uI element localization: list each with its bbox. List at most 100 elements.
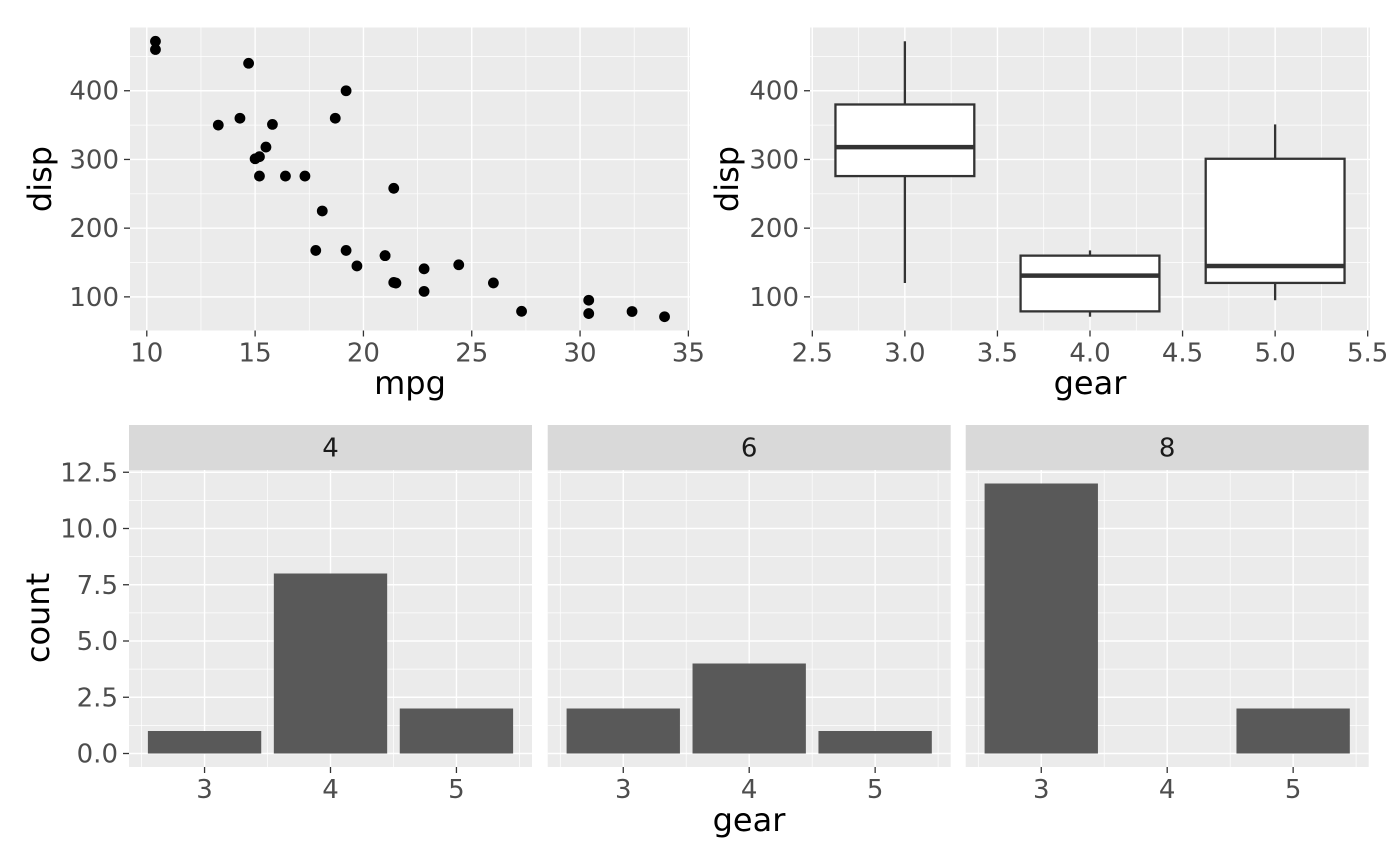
data-point xyxy=(453,259,465,271)
facet-strip xyxy=(965,425,1369,470)
data-point xyxy=(150,44,161,55)
data-point xyxy=(418,263,430,275)
tick-label: 200 xyxy=(69,214,119,244)
data-point xyxy=(418,285,430,297)
data-point xyxy=(212,119,224,131)
tick-label: 20 xyxy=(347,339,380,369)
tick-label: 4 xyxy=(322,775,339,805)
facet-bar-y-axis-title: count xyxy=(19,572,57,664)
tick-label: 12.5 xyxy=(60,458,118,488)
tick-label: 5 xyxy=(1285,775,1302,805)
bars xyxy=(566,663,932,754)
data-point xyxy=(351,260,363,272)
bar-gear-4 xyxy=(273,573,388,754)
scatter-x-axis-title: mpg xyxy=(374,364,446,402)
scatter-plot: 10 15 20 25 30 35 100 200 300 400 xyxy=(69,27,705,369)
tick-label: 4.0 xyxy=(1069,339,1110,369)
tick-label: 100 xyxy=(749,283,799,313)
data-point xyxy=(316,205,328,217)
facet-bar-chart: 4 3 4 5 0.0 2.5 5.0 7.5 10.0 12.5 6 3 4 5 8 3 4 5 xyxy=(60,425,1369,805)
y-axis: 0.0 2.5 5.0 7.5 10.0 12.5 xyxy=(60,458,129,770)
facet-strip-label: 4 xyxy=(322,434,339,464)
tick-label: 400 xyxy=(69,77,119,107)
data-point xyxy=(260,141,272,153)
bar-gear-5 xyxy=(1236,708,1350,754)
data-point xyxy=(340,245,352,256)
tick-label: 4.5 xyxy=(1162,339,1203,369)
bar-gear-5 xyxy=(399,708,514,754)
x-axis: 3 4 5 xyxy=(1033,767,1301,805)
tick-label: 400 xyxy=(749,77,799,107)
grid-minor xyxy=(130,27,690,331)
tick-label: 15 xyxy=(239,339,272,369)
tick-label: 3 xyxy=(615,775,632,805)
tick-label: 4 xyxy=(1159,775,1176,805)
data-point xyxy=(329,112,341,124)
tick-label: 200 xyxy=(749,214,799,244)
bar-gear-3 xyxy=(984,483,1098,754)
tick-label: 30 xyxy=(564,339,597,369)
bar-gear-3 xyxy=(147,731,262,754)
bars xyxy=(147,573,514,754)
data-point xyxy=(299,170,311,182)
data-point xyxy=(659,311,670,323)
boxplot-x-axis-title: gear xyxy=(1053,364,1127,402)
iqr-box xyxy=(1204,157,1346,285)
tick-label: 4 xyxy=(741,775,758,805)
bar-gear-3 xyxy=(566,708,680,754)
data-point xyxy=(267,119,278,130)
data-point xyxy=(243,57,255,69)
data-point xyxy=(249,153,261,165)
box-gear-5 xyxy=(1204,124,1346,301)
data-point xyxy=(583,308,595,319)
data-point xyxy=(340,85,352,97)
tick-label: 300 xyxy=(69,145,119,175)
data-point xyxy=(150,35,161,47)
tick-label: 10.0 xyxy=(60,515,118,545)
box-gear-4 xyxy=(1019,250,1161,317)
scatter-y-axis-title: disp xyxy=(21,145,59,213)
data-point xyxy=(388,277,400,288)
bar-gear-4 xyxy=(692,663,806,754)
data-point xyxy=(516,305,527,317)
data-point xyxy=(583,294,595,306)
tick-label: 5.5 xyxy=(1347,339,1388,369)
facet-panel-cyl-8: 8 3 4 5 xyxy=(965,425,1369,805)
x-axis: 2.5 3.0 3.5 4.0 4.5 5.0 5.5 xyxy=(792,330,1388,369)
facet-panel-cyl-4: 4 3 4 5 0.0 2.5 5.0 7.5 10.0 12.5 xyxy=(60,425,532,805)
data-point xyxy=(234,112,246,124)
facet-strip-label: 6 xyxy=(741,434,758,464)
data-point xyxy=(488,277,499,289)
tick-label: 7.5 xyxy=(77,571,118,601)
data-point xyxy=(280,170,291,182)
tick-label: 25 xyxy=(455,339,488,369)
iqr-box xyxy=(834,103,976,178)
bars xyxy=(984,483,1350,754)
data-point xyxy=(626,306,638,317)
panel-background xyxy=(130,27,690,331)
x-axis: 10 15 20 25 30 35 xyxy=(130,330,705,369)
x-axis: 3 4 5 xyxy=(615,767,883,805)
tick-label: 5 xyxy=(448,775,465,805)
facet-strip xyxy=(547,425,951,470)
box-plot: 2.5 3.0 3.5 4.0 4.5 5.0 5.5 100 200 300 400 xyxy=(749,27,1388,369)
facet-strip xyxy=(129,425,532,470)
y-axis: 100 200 300 400 xyxy=(749,77,810,313)
data-point xyxy=(379,250,391,262)
data-point xyxy=(310,245,322,256)
facet-bar-x-axis-title: gear xyxy=(712,801,786,839)
tick-label: 10 xyxy=(130,339,163,369)
tick-label: 35 xyxy=(672,339,705,369)
box-gear-3 xyxy=(834,41,976,284)
tick-label: 3.0 xyxy=(884,339,925,369)
y-axis: 100 200 300 400 xyxy=(69,77,130,313)
boxplot-y-axis-title: disp xyxy=(708,145,746,213)
tick-label: 3 xyxy=(196,775,213,805)
tick-label: 2.5 xyxy=(792,339,833,369)
x-axis: 3 4 5 xyxy=(196,767,465,805)
tick-label: 5 xyxy=(867,775,884,805)
tick-label: 5.0 xyxy=(77,627,118,657)
facet-panel-cyl-6: 6 3 4 5 xyxy=(547,425,951,805)
